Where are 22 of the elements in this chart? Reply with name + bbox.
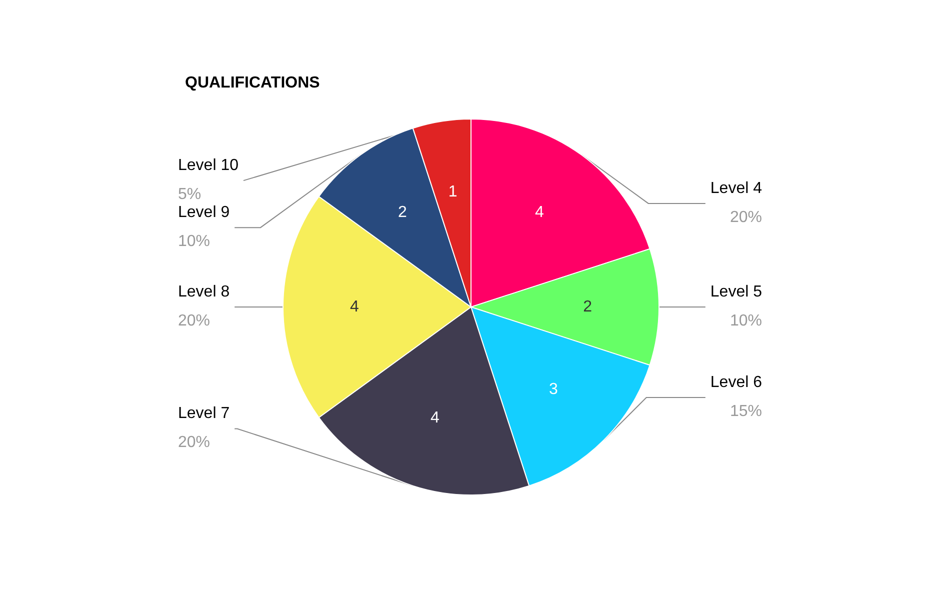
text: 2 xyxy=(398,204,408,222)
text: 3 xyxy=(548,380,558,398)
slice-label: Level 9 xyxy=(178,204,230,222)
slice-label: Level 6 xyxy=(710,374,762,392)
data-label: 20% xyxy=(178,312,210,330)
slice-label: Level 10 xyxy=(178,157,239,174)
data-label: 10% xyxy=(730,312,762,330)
data-label: 20% xyxy=(730,208,762,226)
text: 1 xyxy=(448,183,458,200)
slice-label: Level 7 xyxy=(178,405,230,422)
slice-label: Level 4 xyxy=(710,180,762,197)
text: 4 xyxy=(430,409,440,426)
text: 4 xyxy=(535,204,544,222)
chart-title: QUALIFICATIONS xyxy=(185,74,320,92)
data-label: 5% xyxy=(178,186,202,204)
text: 4 xyxy=(350,298,359,316)
text: 2 xyxy=(583,298,592,316)
data-label: 10% xyxy=(178,233,210,250)
data-label: 20% xyxy=(178,434,210,452)
slice-label: Level 5 xyxy=(710,284,762,300)
slice-label: Level 8 xyxy=(178,284,230,300)
data-label: 15% xyxy=(730,403,762,420)
